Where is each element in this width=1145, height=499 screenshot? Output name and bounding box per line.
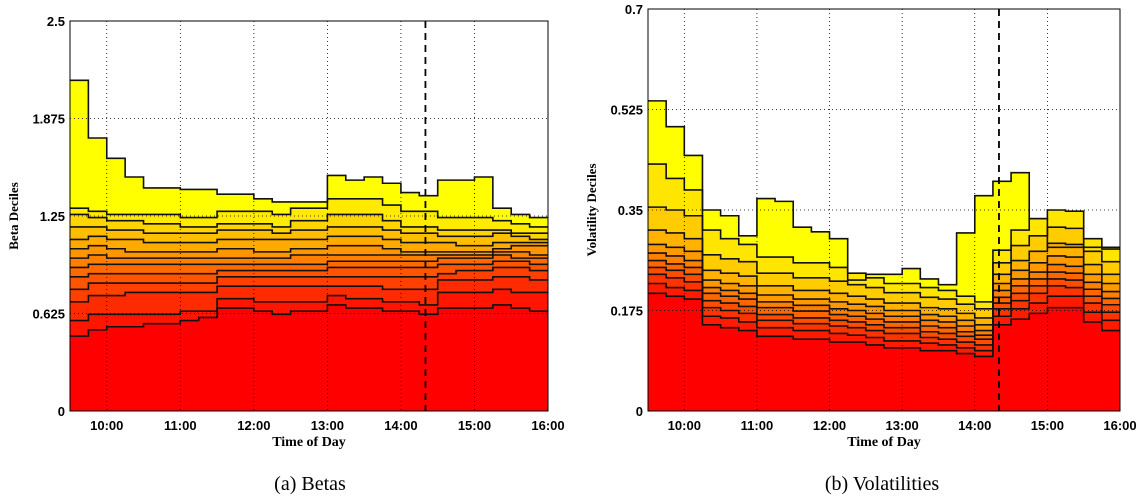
y-tick-label: 0.35 <box>618 203 643 218</box>
x-tick-label: 15:00 <box>458 418 491 433</box>
decile-line-4 <box>648 266 1120 341</box>
decile-fill-1 <box>648 293 1120 411</box>
x-axis-label: Time of Day <box>272 435 346 450</box>
decile-line-1 <box>70 304 548 337</box>
decile-line-13 <box>70 79 548 219</box>
decile-line-5 <box>648 259 1120 336</box>
decile-line-1 <box>648 292 1120 358</box>
decile-line-6 <box>70 254 548 269</box>
y-tick-label: 0 <box>636 404 643 419</box>
decile-fill-1 <box>70 304 548 411</box>
y-tick-label: 0 <box>58 404 65 419</box>
x-tick-label: 13:00 <box>311 418 344 433</box>
y-tick-label: 1.875 <box>32 112 65 127</box>
decile-line-11 <box>70 213 548 234</box>
decile-line-2 <box>648 282 1120 352</box>
figure-caption: (b) Volatilities <box>825 473 939 495</box>
y-tick-label: 0.525 <box>610 103 643 118</box>
axes-frame <box>647 8 1121 412</box>
decile-line-12 <box>70 198 548 228</box>
x-axis-label: Time of Day <box>847 435 921 450</box>
decile-line-6 <box>648 252 1120 332</box>
figure-caption: (a) Betas <box>274 473 346 495</box>
x-tick-label: 11:00 <box>741 418 774 433</box>
axes-frame <box>69 20 549 412</box>
decile-line-8 <box>70 244 548 253</box>
chart-volatilities: 10:00 11:00 12:00 13:00 14:00 15:00 16:00 0 0.17… <box>584 2 1137 495</box>
y-axis-label: Volatility Deciles <box>584 163 599 256</box>
x-tick-label: 15:00 <box>1031 418 1064 433</box>
decile-line-7 <box>648 243 1120 326</box>
x-tick-label: 11:00 <box>164 418 197 433</box>
y-tick-label: 2.5 <box>47 14 65 29</box>
chart-betas: 10:00 11:00 12:00 13:00 14:00 15:00 16:00 0 0.62… <box>6 14 565 495</box>
decile-line-3 <box>648 273 1120 346</box>
y-axis-label: Beta Deciles <box>6 182 21 250</box>
x-tick-label: 13:00 <box>886 418 919 433</box>
x-tick-label: 14:00 <box>958 418 991 433</box>
x-tick-label: 14:00 <box>384 418 417 433</box>
decile-line-2 <box>70 288 548 322</box>
y-tick-label: 1.25 <box>40 209 65 224</box>
decile-line-11 <box>648 100 1120 286</box>
x-tick-label: 10:00 <box>90 418 123 433</box>
decile-line-5 <box>70 260 548 278</box>
decile-line-9 <box>70 235 548 247</box>
x-tick-label: 12:00 <box>237 418 270 433</box>
y-tick-label: 0.175 <box>610 304 643 319</box>
x-tick-label: 16:00 <box>531 418 564 433</box>
y-tick-label: 0.625 <box>32 307 65 322</box>
x-tick-label: 10:00 <box>668 418 701 433</box>
y-tick-label: 0.7 <box>625 2 643 17</box>
decile-line-3 <box>70 276 548 303</box>
decile-line-4 <box>70 266 548 291</box>
x-tick-label: 12:00 <box>813 418 846 433</box>
x-tick-label: 16:00 <box>1103 418 1136 433</box>
decile-line-7 <box>70 251 548 259</box>
decile-line-10 <box>70 226 548 241</box>
decile-line-8 <box>648 229 1120 319</box>
